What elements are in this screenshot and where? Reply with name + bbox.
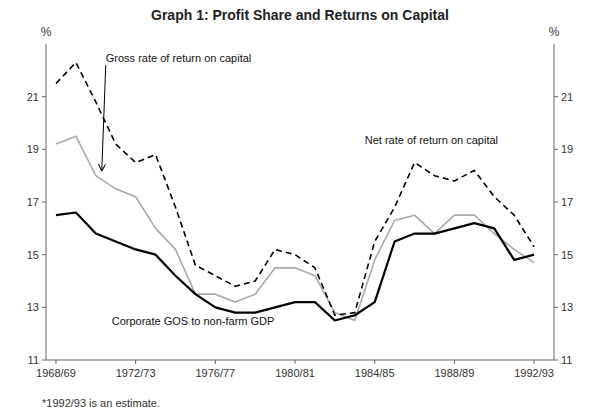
- y2-tick: [554, 254, 558, 255]
- x-tick-label: 1992/93: [514, 367, 554, 379]
- y-tick: [42, 202, 46, 203]
- y-tick-label: 19: [27, 143, 39, 155]
- x-tick: [135, 360, 136, 364]
- x-tick-label: 1988/89: [435, 367, 475, 379]
- y2-tick: [554, 307, 558, 308]
- y2-tick: [554, 360, 558, 361]
- annotation: Net rate of return on capital: [365, 134, 498, 146]
- annotation: Corporate GOS to non-farm GDP: [112, 315, 275, 327]
- y-tick: [42, 96, 46, 97]
- y2-tick-label: 17: [561, 196, 573, 208]
- y2-tick-label: 13: [561, 301, 573, 313]
- axes: 11 13 15 17 19 21 11 13 15 17 19 21 1968/69 1972/73 19…: [27, 44, 574, 379]
- annotations: Gross rate of return on capital Net rate …: [102, 52, 498, 327]
- y2-tick: [554, 96, 558, 97]
- x-tick-label: 1976/77: [195, 367, 235, 379]
- y-tick-label: 11: [28, 354, 39, 366]
- y-axis-label: %: [41, 25, 52, 39]
- y-tick-label: 15: [27, 249, 39, 261]
- y2-tick: [554, 149, 558, 150]
- title: Graph 1: Profit Share and Returns on Cap…: [151, 7, 449, 23]
- x-tick-label: 1980/81: [275, 367, 315, 379]
- y-tick-label: 21: [27, 91, 39, 103]
- series-line: [56, 213, 534, 321]
- x-tick: [374, 360, 375, 364]
- series-line: [56, 62, 534, 315]
- y2-tick-label: 11: [561, 354, 572, 366]
- x-tick-label: 1984/85: [355, 367, 395, 379]
- annotation-arrow: [102, 65, 106, 170]
- x-tick: [215, 360, 216, 364]
- y-tick: [42, 307, 46, 308]
- x-tick-label: 1972/73: [116, 367, 156, 379]
- x-tick-label: 1968/69: [36, 367, 76, 379]
- series-line: [56, 136, 534, 320]
- annotation: Gross rate of return on capital: [106, 52, 252, 64]
- y2-tick-label: 15: [561, 249, 573, 261]
- x-tick: [295, 360, 296, 364]
- x-axis-line: [46, 360, 554, 361]
- y-tick: [42, 254, 46, 255]
- y-tick-label: 13: [27, 301, 39, 313]
- x-tick: [534, 360, 535, 364]
- y-tick-label: 17: [27, 196, 39, 208]
- x-tick: [454, 360, 455, 364]
- footnote: *1992/93 is an estimate.: [42, 397, 160, 409]
- plot-area: [56, 62, 534, 320]
- y2-axis-label: %: [549, 25, 560, 39]
- chart: Graph 1: Profit Share and Returns on Cap…: [0, 0, 600, 417]
- y2-tick-label: 19: [561, 143, 573, 155]
- y2-tick-label: 21: [561, 91, 573, 103]
- y-tick: [42, 360, 46, 361]
- y2-tick: [554, 202, 558, 203]
- y-tick: [42, 149, 46, 150]
- x-tick: [55, 360, 56, 364]
